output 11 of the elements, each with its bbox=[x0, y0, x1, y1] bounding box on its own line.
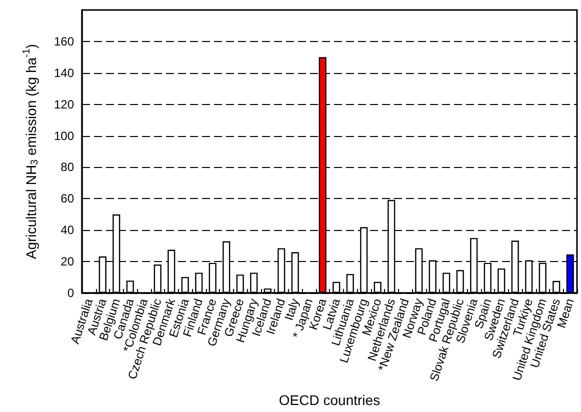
y-tick-label: 60 bbox=[60, 192, 74, 206]
y-axis-title: Agricultural NH3 emission (kg ha-1) bbox=[22, 44, 40, 260]
y-tick-label: 20 bbox=[60, 254, 74, 269]
y-tick-label: 160 bbox=[54, 34, 74, 48]
y-tick-label: 80 bbox=[60, 160, 74, 174]
y-tick-label: 0 bbox=[67, 286, 74, 300]
y-tick-label: 140 bbox=[54, 66, 74, 80]
y-tick-label: 40 bbox=[60, 223, 74, 238]
y-tick-label: 120 bbox=[54, 97, 74, 112]
y-tick-label: 100 bbox=[54, 128, 74, 143]
x-axis-title: OECD countries bbox=[278, 392, 380, 408]
